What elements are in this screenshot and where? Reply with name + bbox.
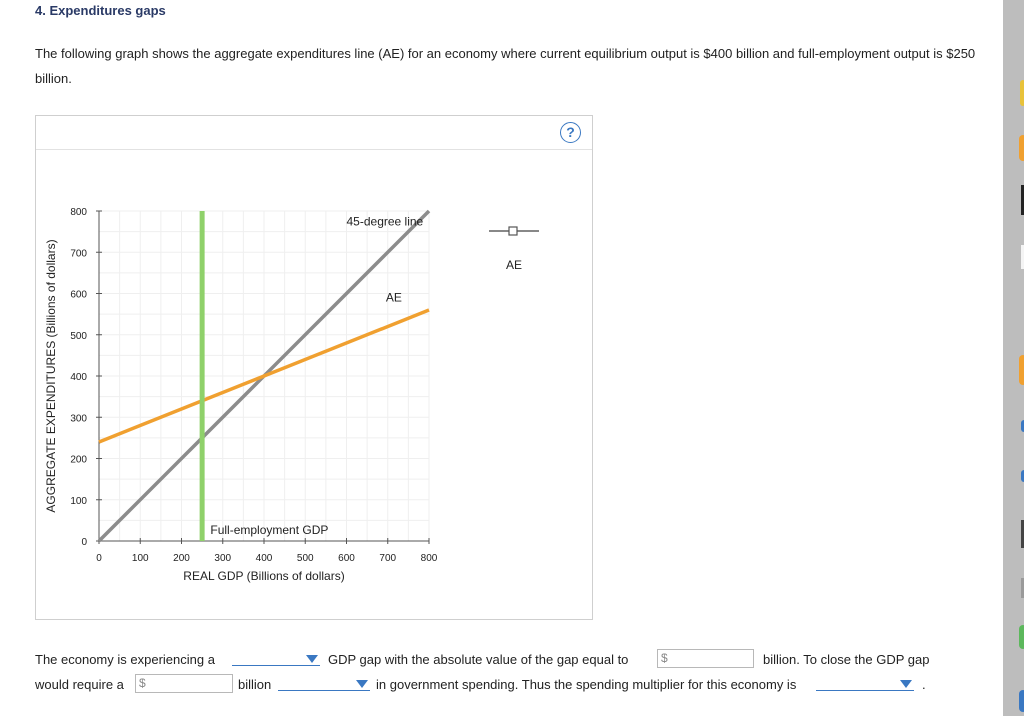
help-icon[interactable]: ? [560,122,581,143]
gap-type-dropdown[interactable] [232,650,320,666]
billion-label: billion [238,677,272,692]
spending-change-field[interactable]: $ [135,674,233,693]
gap-amount-field[interactable]: $ [657,649,754,668]
x-tick-label: 400 [256,553,273,564]
dollar-sign: $ [139,676,146,690]
side-tab-icon[interactable] [1019,690,1024,712]
sentence-2-middle: in government spending. Thus the spendin… [376,677,797,692]
sentence-1-suffix: billion. To close the GDP gap [763,652,930,667]
y-tick-label: 200 [70,455,87,466]
side-tab-icon[interactable] [1021,578,1024,598]
gap-amount-input[interactable] [672,650,751,667]
side-tab-icon[interactable] [1021,470,1024,482]
x-tick-label: 200 [173,553,190,564]
side-tab-icon[interactable] [1021,520,1024,548]
multiplier-dropdown[interactable] [816,675,914,691]
sentence-2-prefix: would require a [35,677,124,692]
x-tick-label: 0 [96,553,102,564]
side-tab-icon[interactable] [1021,420,1024,432]
label-45-degree-line: 45-degree line [347,214,424,228]
y-tick-label: 100 [70,496,87,507]
side-tab-icon[interactable] [1019,355,1024,385]
chevron-down-icon [900,680,912,688]
y-tick-label: 0 [81,537,87,548]
x-tick-label: 600 [338,553,355,564]
y-tick-label: 700 [70,248,87,259]
side-tab-icon[interactable] [1019,135,1024,161]
x-axis-label: REAL GDP (Billions of dollars) [183,569,344,583]
x-tick-label: 800 [421,553,438,564]
y-tick-label: 500 [70,331,87,342]
y-tick-label: 600 [70,290,87,301]
side-tab-icon[interactable] [1021,245,1024,269]
label-ae: AE [386,291,402,305]
side-tab-icon[interactable] [1020,80,1024,106]
x-tick-label: 300 [214,553,231,564]
ae-chart: 0 100 200 300 400 500 600 700 800 0 100 200 300 400 50… [44,207,539,583]
chevron-down-icon [356,680,368,688]
y-tick-label: 300 [70,413,87,424]
sentence-1-middle: GDP gap with the absolute value of the g… [328,652,629,667]
graph-panel: ? 0 100 200 300 400 500 600 700 800 0 100 200 300 400… [35,115,593,620]
side-tab-icon[interactable] [1019,625,1024,649]
label-full-employment-gdp: Full-employment GDP [210,523,328,537]
legend-marker-icon [508,226,518,236]
x-tick-label: 100 [132,553,149,564]
question-intro: The following graph shows the aggregate … [35,46,976,86]
ae-line [98,308,430,444]
x-tick-label: 700 [379,553,396,564]
question-title: 4. Expenditures gaps [35,3,166,18]
dollar-sign: $ [661,651,668,665]
x-tick-label: 500 [297,553,314,564]
chevron-down-icon [306,655,318,663]
y-tick-label: 800 [70,207,87,218]
legend-label: AE [506,258,522,272]
y-axis-label: AGGREGATE EXPENDITURES (Billions of doll… [44,239,58,512]
side-tab-icon[interactable] [1021,185,1024,215]
graph-toolbar: ? [36,116,592,150]
sentence-2-end: . [922,677,926,692]
y-tick-label: 400 [70,372,87,383]
spending-direction-dropdown[interactable] [278,675,370,691]
side-toolbar [1003,0,1024,716]
sentence-1-prefix: The economy is experiencing a [35,652,215,667]
spending-change-input[interactable] [150,675,230,692]
